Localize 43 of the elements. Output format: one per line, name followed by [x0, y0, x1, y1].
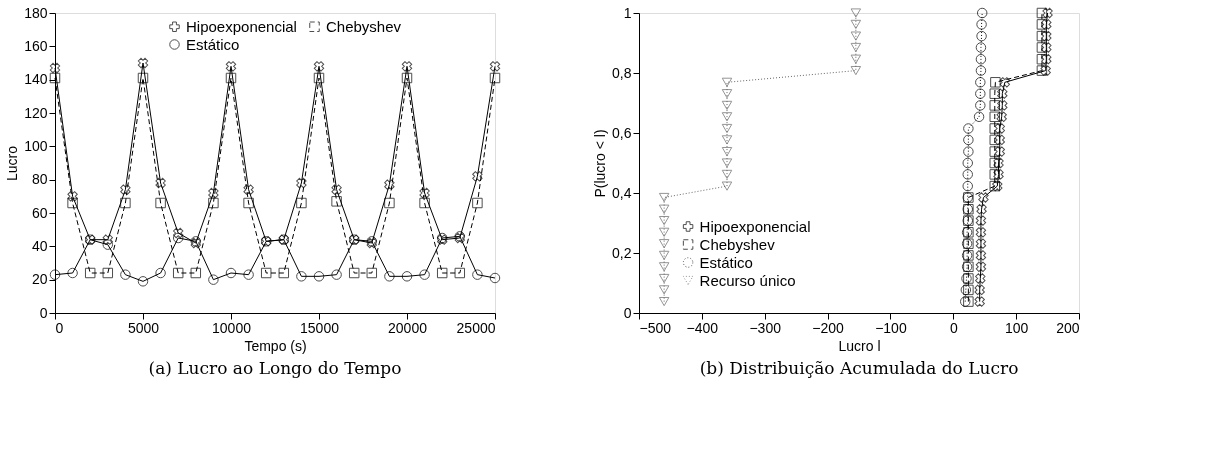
x-axis-title: Lucro l: [838, 337, 881, 354]
legend-label: Hipoexponencial: [186, 17, 297, 35]
y-tick-label: 80: [31, 171, 48, 188]
legend-label: Estático: [699, 253, 753, 271]
x-tick-label: −500: [639, 319, 672, 336]
y-tick-label: 40: [31, 237, 48, 254]
x-tick-label: 15000: [300, 319, 340, 336]
x-tick-label: 100: [1004, 319, 1029, 336]
x-tick-label: −300: [749, 319, 782, 336]
y-tick-label: 160: [24, 37, 48, 54]
y-tick-label: 0: [39, 304, 48, 321]
y-tick-label: 0,8: [612, 64, 632, 81]
y-tick-label: 0,4: [612, 184, 632, 201]
legend-label: Recurso único: [699, 271, 796, 289]
text: (a) Lucro ao Longo do Tempo: [148, 358, 402, 378]
y-tick-label: 0,2: [612, 244, 632, 261]
y-axis-title: P(lucro < l): [592, 129, 609, 198]
legend-label: Estático: [186, 35, 240, 53]
y-tick-label: 120: [24, 104, 48, 121]
x-tick-label: 5000: [127, 319, 160, 336]
y-tick-label: 60: [31, 204, 48, 221]
y-tick-label: 1: [623, 4, 632, 21]
y-tick-label: 0,6: [612, 124, 632, 141]
x-tick-label: 200: [1056, 319, 1080, 336]
x-tick-label: −100: [875, 319, 907, 336]
y-tick-label: 20: [31, 271, 48, 288]
x-tick-label: −200: [812, 319, 845, 336]
y-tick-label: 0: [623, 304, 632, 321]
legend-label: Chebyshev: [699, 235, 776, 253]
x-axis-title: Tempo (s): [244, 337, 307, 354]
y-tick-label: 180: [24, 4, 48, 21]
x-tick-label: 20000: [388, 319, 428, 336]
y-tick-label: 140: [24, 71, 48, 88]
x-tick-label: 0: [949, 319, 958, 336]
y-axis-title: Lucro: [4, 145, 21, 182]
y-tick-label: 100: [24, 137, 48, 154]
x-tick-label: 10000: [212, 319, 252, 336]
legend-label: Hipoexponencial: [699, 217, 811, 235]
legend-label: Chebyshev: [326, 17, 402, 35]
x-tick-label: 0: [55, 319, 64, 336]
x-tick-label: 25000: [456, 319, 496, 336]
text: (b) Distribuição Acumulada do Lucro: [699, 358, 1019, 378]
x-tick-label: −400: [686, 319, 719, 336]
